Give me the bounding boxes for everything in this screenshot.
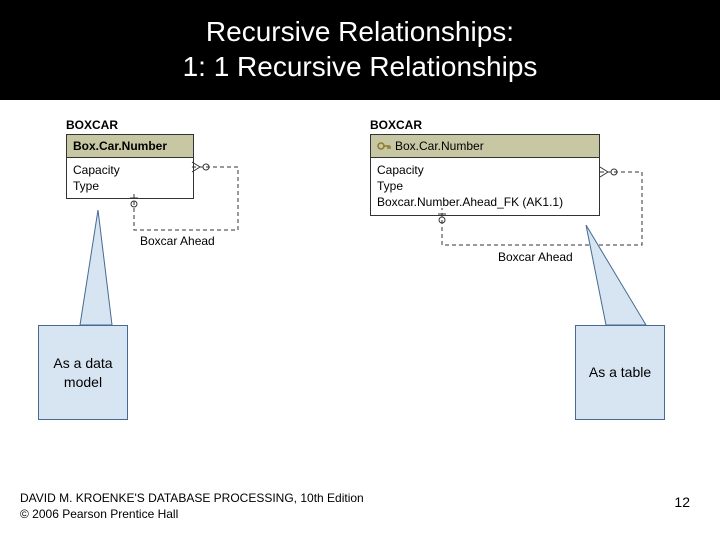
right-callout-text: As a table	[589, 363, 651, 381]
left-callout-pointer	[60, 210, 140, 330]
right-callout: As a table	[575, 325, 665, 420]
footer: DAVID M. KROENKE'S DATABASE PROCESSING, …	[20, 490, 364, 522]
right-callout-pointer	[576, 225, 666, 330]
left-callout-text: As a data model	[47, 354, 119, 390]
footer-line-2: © 2006 Pearson Prentice Hall	[20, 506, 364, 522]
left-callout: As a data model	[38, 325, 128, 420]
footer-line-1: DAVID M. KROENKE'S DATABASE PROCESSING, …	[20, 490, 364, 506]
left-relationship-label: Boxcar Ahead	[140, 234, 215, 248]
title-line-1: Recursive Relationships:	[206, 16, 514, 47]
title-line-2: 1: 1 Recursive Relationships	[183, 51, 538, 82]
page-number: 12	[674, 494, 690, 510]
right-relationship-label: Boxcar Ahead	[498, 250, 573, 264]
slide-title: Recursive Relationships: 1: 1 Recursive …	[0, 0, 720, 100]
